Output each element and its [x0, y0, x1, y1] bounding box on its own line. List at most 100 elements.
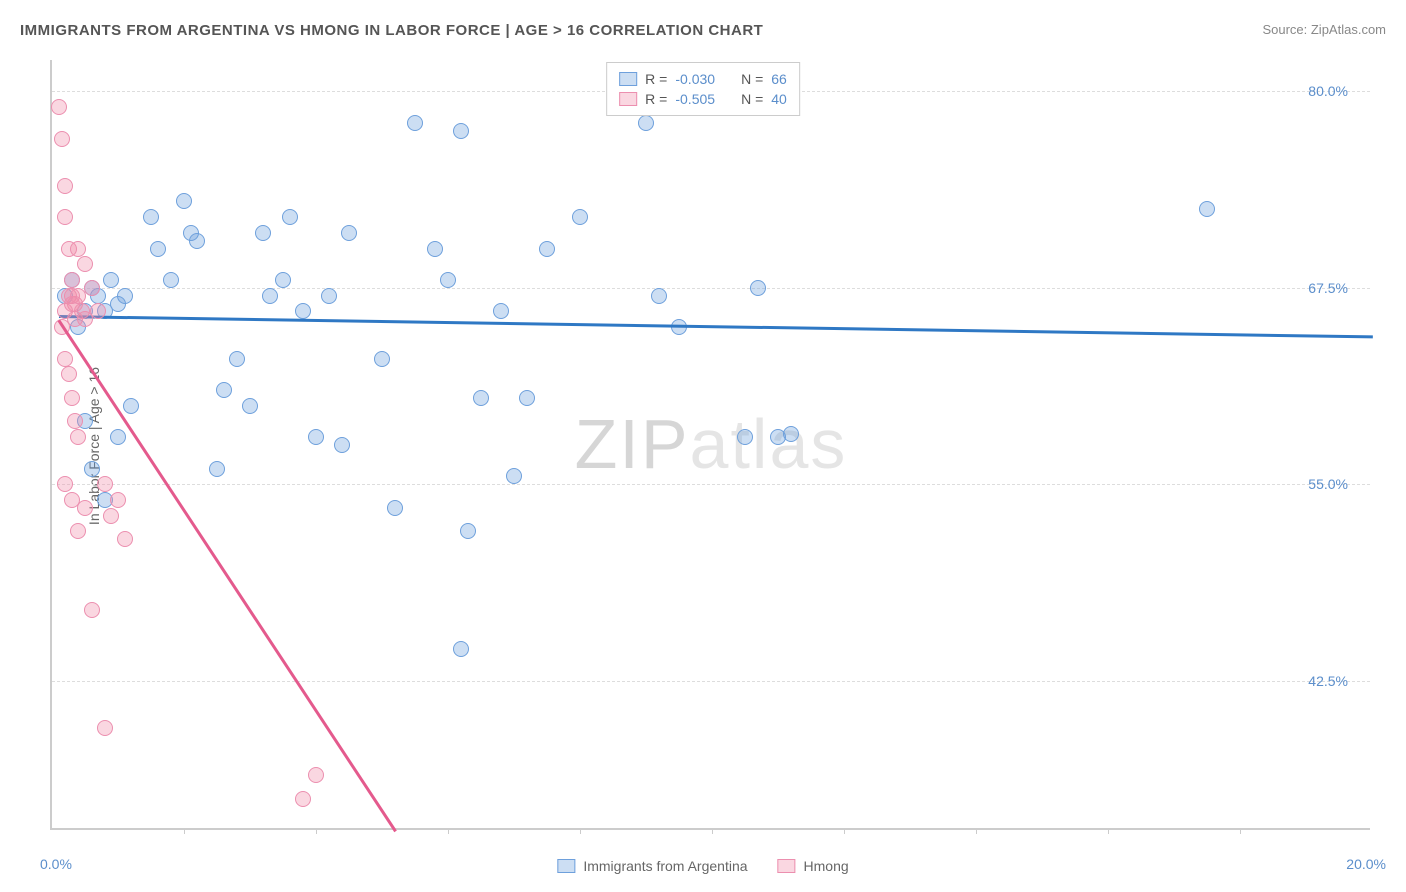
hmong-point [110, 492, 126, 508]
source-attribution: Source: ZipAtlas.com [1262, 22, 1386, 37]
n-value: 66 [771, 71, 787, 87]
hmong-point [77, 500, 93, 516]
argentina-point [427, 241, 443, 257]
argentina-point [493, 303, 509, 319]
stats-row-hmong: R = -0.505 N = 40 [619, 89, 787, 109]
chart-title: IMMIGRANTS FROM ARGENTINA VS HMONG IN LA… [20, 22, 763, 39]
legend-item-argentina: Immigrants from Argentina [557, 858, 747, 874]
legend-item-hmong: Hmong [778, 858, 849, 874]
argentina-point [750, 280, 766, 296]
watermark: ZIPatlas [575, 404, 848, 484]
hmong-point [64, 272, 80, 288]
x-tick [712, 828, 713, 834]
correlation-stats-legend: R = -0.030 N = 66 R = -0.505 N = 40 [606, 62, 800, 116]
y-tick-label: 55.0% [1308, 476, 1348, 492]
argentina-regression-line [59, 315, 1372, 338]
argentina-point [209, 461, 225, 477]
hmong-point [57, 209, 73, 225]
argentina-point [374, 351, 390, 367]
argentina-point [460, 523, 476, 539]
argentina-point [572, 209, 588, 225]
hmong-point [90, 303, 106, 319]
hmong-point [77, 256, 93, 272]
argentina-point [123, 398, 139, 414]
argentina-point [150, 241, 166, 257]
argentina-point [341, 225, 357, 241]
legend-swatch [778, 859, 796, 873]
x-axis-min-label: 0.0% [40, 856, 72, 872]
argentina-point [651, 288, 667, 304]
argentina-point [539, 241, 555, 257]
argentina-point [143, 209, 159, 225]
hmong-point [61, 366, 77, 382]
hmong-point [57, 351, 73, 367]
argentina-point [519, 390, 535, 406]
hmong-point [103, 508, 119, 524]
argentina-point [282, 209, 298, 225]
hmong-point [117, 531, 133, 547]
argentina-point [440, 272, 456, 288]
stats-row-argentina: R = -0.030 N = 66 [619, 69, 787, 89]
argentina-point [176, 193, 192, 209]
x-tick [1240, 828, 1241, 834]
hmong-point [84, 602, 100, 618]
hmong-point [97, 476, 113, 492]
series-legend: Immigrants from Argentina Hmong [557, 858, 848, 874]
hmong-point [57, 476, 73, 492]
x-tick [1108, 828, 1109, 834]
hmong-point [64, 390, 80, 406]
y-tick-label: 80.0% [1308, 83, 1348, 99]
argentina-point [334, 437, 350, 453]
argentina-point [506, 468, 522, 484]
n-label: N = [741, 91, 763, 107]
argentina-point [453, 123, 469, 139]
legend-label: Immigrants from Argentina [583, 858, 747, 874]
hmong-point [295, 791, 311, 807]
argentina-point [163, 272, 179, 288]
argentina-point [255, 225, 271, 241]
gridline [52, 484, 1370, 485]
x-axis-max-label: 20.0% [1346, 856, 1386, 872]
hmong-point [70, 523, 86, 539]
hmong-point [54, 131, 70, 147]
argentina-point [737, 429, 753, 445]
argentina-point [321, 288, 337, 304]
n-label: N = [741, 71, 763, 87]
hmong-point [97, 720, 113, 736]
argentina-point [473, 390, 489, 406]
argentina-point [387, 500, 403, 516]
argentina-point [308, 429, 324, 445]
r-value: -0.030 [675, 71, 715, 87]
x-tick [844, 828, 845, 834]
argentina-point [103, 272, 119, 288]
argentina-point [407, 115, 423, 131]
x-tick [448, 828, 449, 834]
r-label: R = [645, 71, 667, 87]
y-tick-label: 42.5% [1308, 673, 1348, 689]
y-tick-label: 67.5% [1308, 280, 1348, 296]
argentina-point [189, 233, 205, 249]
hmong-point [70, 429, 86, 445]
argentina-point [638, 115, 654, 131]
r-value: -0.505 [675, 91, 715, 107]
gridline [52, 288, 1370, 289]
hmong-point [84, 280, 100, 296]
hmong-point [70, 241, 86, 257]
x-tick [580, 828, 581, 834]
legend-label: Hmong [804, 858, 849, 874]
hmong-point [308, 767, 324, 783]
x-tick [976, 828, 977, 834]
plot-area: ZIPatlas 42.5% 55.0% 67.5% 80.0% [50, 60, 1370, 830]
n-value: 40 [771, 91, 787, 107]
legend-swatch [619, 92, 637, 106]
x-tick [184, 828, 185, 834]
argentina-point [117, 288, 133, 304]
argentina-point [242, 398, 258, 414]
r-label: R = [645, 91, 667, 107]
argentina-point [1199, 201, 1215, 217]
hmong-point [51, 99, 67, 115]
hmong-point [57, 178, 73, 194]
argentina-point [453, 641, 469, 657]
argentina-point [295, 303, 311, 319]
argentina-point [229, 351, 245, 367]
